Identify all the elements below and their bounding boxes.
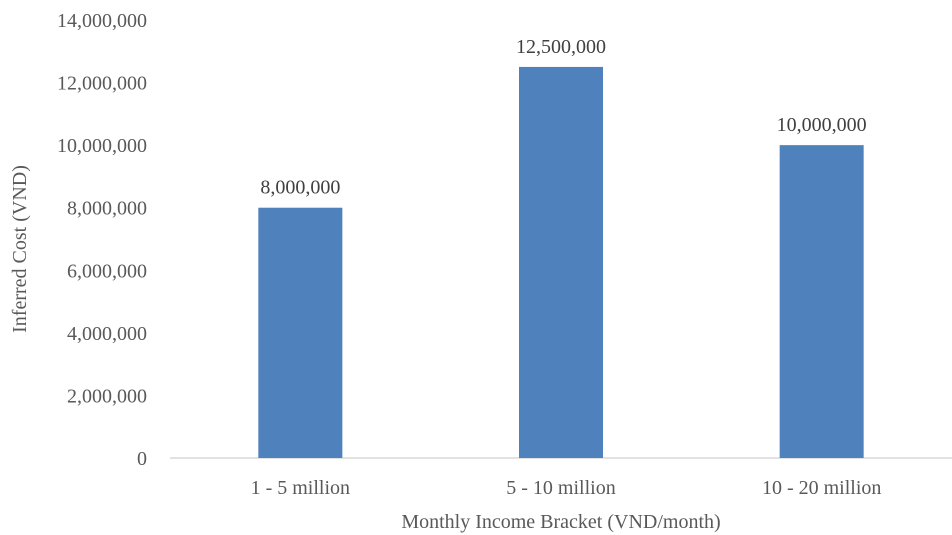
y-tick-label: 2,000,000 xyxy=(67,385,147,407)
bar-data-label: 10,000,000 xyxy=(777,114,867,136)
x-tick-label: 10 - 20 million xyxy=(762,477,881,499)
y-tick-label: 0 xyxy=(137,448,147,470)
y-tick-label: 14,000,000 xyxy=(57,10,147,32)
bar xyxy=(779,145,864,458)
y-axis-ticks: 0 2,000,000 4,000,000 6,000,000 8,000,000 10,… xyxy=(57,10,147,470)
x-axis-ticks: 1 - 5 million 5 - 10 million 10 - 20 milli… xyxy=(251,477,882,499)
bar-data-label: 8,000,000 xyxy=(260,177,340,199)
bar xyxy=(258,207,343,458)
bars-group xyxy=(258,66,864,458)
y-tick-label: 6,000,000 xyxy=(67,260,147,282)
data-labels-group: 8,000,000 12,500,000 10,000,000 xyxy=(260,36,866,199)
y-tick-label: 4,000,000 xyxy=(67,323,147,345)
y-tick-label: 10,000,000 xyxy=(57,135,147,157)
y-tick-label: 12,000,000 xyxy=(57,73,147,95)
x-tick-label: 5 - 10 million xyxy=(506,477,615,499)
bar-data-label: 12,500,000 xyxy=(516,36,606,58)
x-axis-title: Monthly Income Bracket (VND/month) xyxy=(401,511,720,533)
bar xyxy=(519,66,603,458)
y-axis-title: Inferred Cost (VND) xyxy=(9,165,31,333)
y-tick-label: 8,000,000 xyxy=(67,198,147,220)
x-tick-label: 1 - 5 million xyxy=(251,477,350,499)
